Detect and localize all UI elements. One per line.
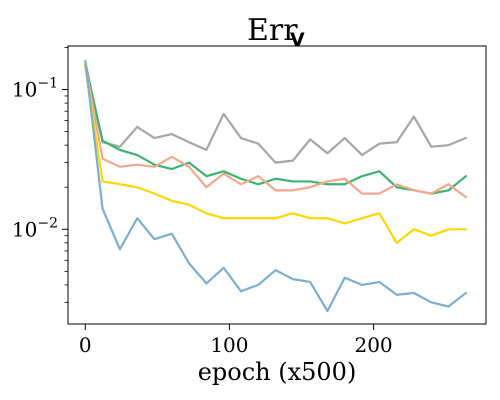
series-line-4 [84, 65, 467, 244]
x-axis-label: epoch (x500) [198, 358, 357, 386]
chart-title-text: Err [247, 13, 298, 48]
chart-title: Err V [247, 13, 305, 51]
series-line-5 [84, 59, 467, 313]
x-tick-label: 100 [210, 333, 248, 357]
plot-frame [67, 45, 487, 325]
chart-title-subscript: V [290, 29, 305, 51]
x-tick-label: 200 [354, 333, 392, 357]
ticks-layer: 0 100 200 10−1 10−2 [12, 47, 393, 357]
series-line-1 [84, 60, 467, 164]
series-layer [84, 59, 467, 313]
x-tick-label: 0 [79, 333, 92, 357]
series-line-2 [84, 63, 467, 195]
y-tick-label: 10−2 [12, 215, 58, 241]
series-line-3 [84, 63, 467, 199]
y-tick-label: 10−1 [12, 76, 58, 102]
